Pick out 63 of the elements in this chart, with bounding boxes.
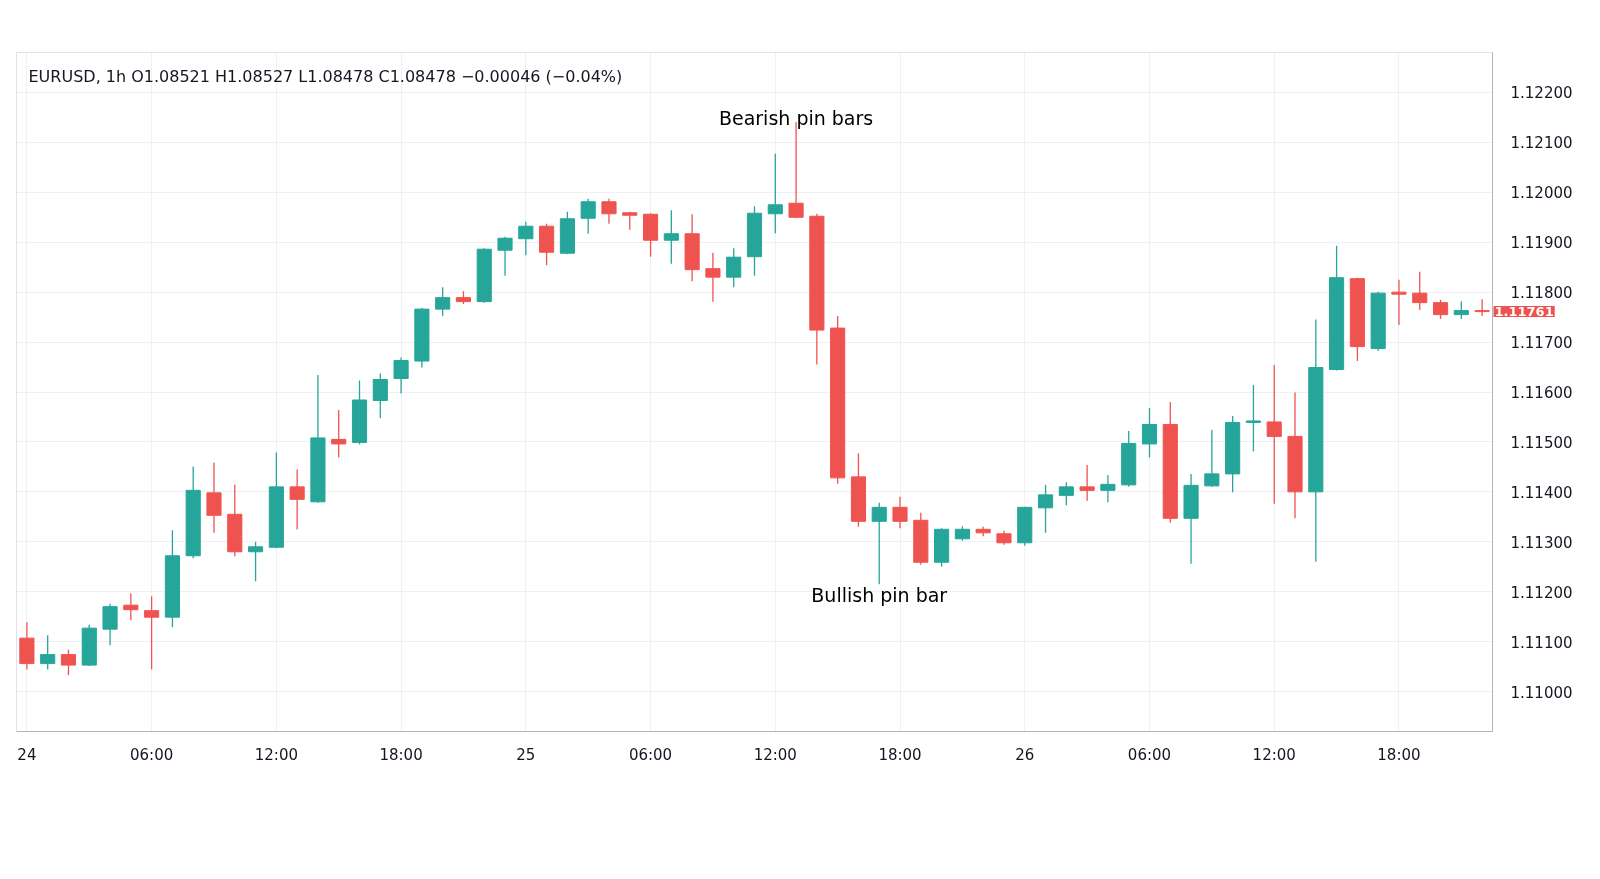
candlestick [601, 198, 617, 225]
x-tick-label: 18:00 [878, 745, 922, 764]
candlestick [206, 461, 222, 534]
candlestick [1100, 474, 1116, 503]
y-tick-label: 1.11700 [1510, 334, 1573, 353]
y-tick-label: 1.11600 [1510, 384, 1573, 402]
y-tick-label: 1.12200 [1510, 84, 1573, 103]
x-tick-label: 06:00 [1127, 745, 1172, 764]
candlestick [705, 252, 721, 303]
x-tick-label: 12:00 [1252, 745, 1296, 764]
candlestick [372, 372, 388, 419]
x-tick-label: 06:00 [628, 745, 673, 764]
y-tick-label: 1.11500 [1510, 433, 1573, 452]
candlestick [767, 153, 783, 234]
x-tick-label: 12:00 [254, 745, 298, 764]
y-tick-label: 1.11100 [1510, 633, 1573, 652]
candlestick [1204, 429, 1220, 488]
x-tick-label: 25 [516, 745, 536, 764]
candlestick [497, 236, 513, 277]
x-tick-label: 12:00 [753, 745, 797, 764]
candlestick [518, 221, 534, 256]
candlestick [435, 286, 451, 317]
y-tick-label: 1.11800 [1510, 284, 1573, 303]
y-tick-label: 1.11400 [1510, 483, 1573, 502]
candlestick [1037, 484, 1054, 534]
x-tick-label: 18:00 [379, 745, 423, 764]
candlestick [1432, 298, 1449, 320]
candlestick [123, 592, 139, 621]
x-tick-label: 18:00 [1377, 745, 1421, 764]
x-tick-label: 26 [1015, 745, 1035, 764]
annotation: Bullish pin bar [811, 584, 948, 607]
candlestick [144, 595, 160, 671]
candlestick [102, 603, 118, 646]
candlestick [1058, 481, 1074, 506]
candlestick [1412, 271, 1428, 311]
candlestick [1079, 464, 1095, 502]
candlestick [60, 648, 77, 676]
y-tick-label: 1.11900 [1510, 234, 1573, 253]
candlestick [892, 496, 908, 529]
annotation: 1.11761 [1494, 304, 1554, 320]
y-tick-label: 1.12100 [1510, 134, 1573, 153]
candlestick [331, 409, 347, 459]
y-tick-label: 1.11000 [1510, 683, 1573, 702]
x-tick-label: 24 [17, 745, 37, 764]
candlestick [1391, 279, 1407, 326]
candlestick [1245, 384, 1261, 453]
y-tick-label: 1.11300 [1510, 533, 1573, 552]
candlestick [871, 502, 887, 585]
candlestick [663, 209, 679, 265]
candlestick [580, 198, 596, 235]
candlestick [1474, 298, 1490, 317]
candlestick [1141, 407, 1158, 459]
x-tick-label: 06:00 [130, 745, 174, 764]
candlestick [726, 247, 742, 288]
annotation: Bearish pin bars [718, 106, 874, 129]
y-tick-label: 1.12000 [1510, 184, 1573, 203]
candlestick [1266, 364, 1282, 505]
candlestick [289, 468, 305, 530]
candlestick [393, 356, 409, 395]
text: EURUSD, 1h O1.08521 H1.08527 L1.08478 C1.08478 −0.00046 (−0.04%) [28, 67, 623, 86]
candlestick [40, 634, 56, 671]
y-tick-label: 1.11200 [1510, 583, 1573, 602]
candlestick [248, 541, 264, 582]
